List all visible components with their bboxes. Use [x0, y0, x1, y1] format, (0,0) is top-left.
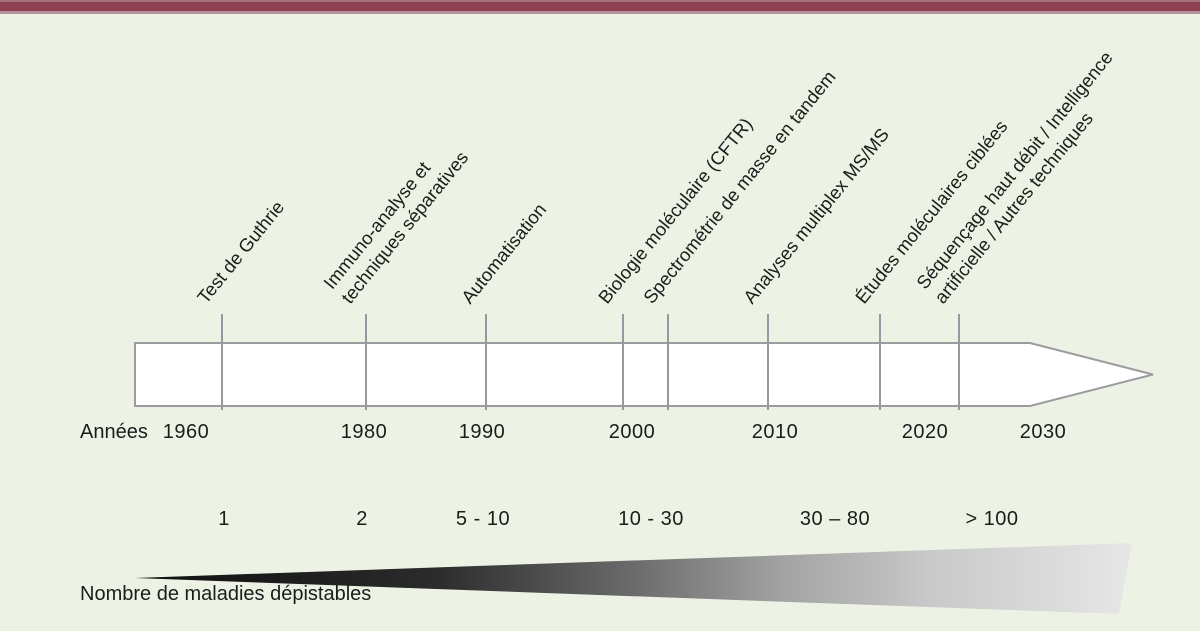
count-1: 1 [218, 508, 230, 530]
top-border-bar [0, 0, 1200, 14]
count-5-10: 5 - 10 [455, 508, 511, 530]
year-1960: 1960 [162, 421, 210, 443]
year-1990: 1990 [458, 421, 506, 443]
year-2020: 2020 [901, 421, 949, 443]
year-1980: 1980 [340, 421, 388, 443]
timeline-arrow [134, 342, 1154, 407]
years-axis-label: Années [80, 421, 148, 443]
count-2: 2 [356, 508, 368, 530]
count-10-30: 10 - 30 [618, 508, 684, 530]
count-gt100: > 100 [965, 508, 1019, 530]
diseases-gradient-wedge [135, 543, 1132, 614]
year-2000: 2000 [608, 421, 656, 443]
count-30-80: 30 – 80 [799, 508, 871, 530]
year-2030: 2030 [1019, 421, 1067, 443]
diseases-caption: Nombre de maladies dépistables [80, 583, 372, 605]
year-2010: 2010 [751, 421, 799, 443]
